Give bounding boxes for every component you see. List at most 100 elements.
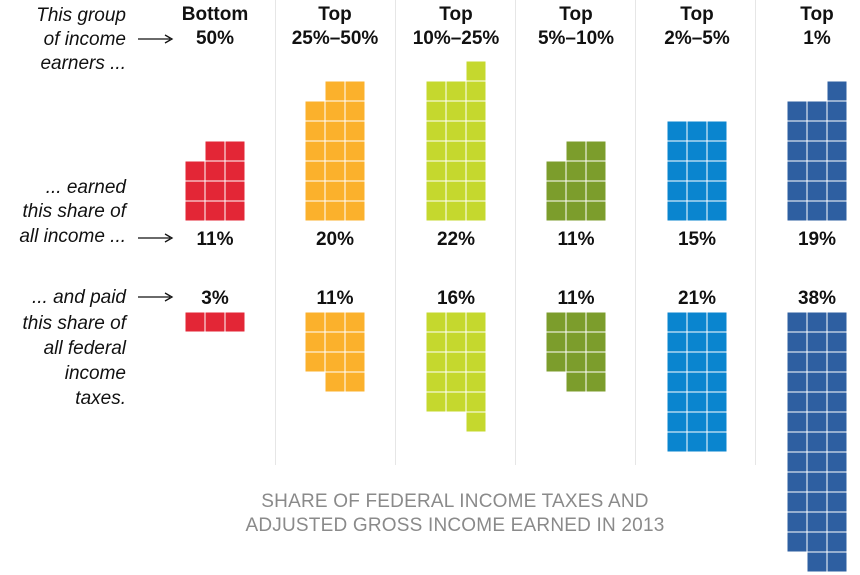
tax-square <box>566 352 586 372</box>
income-square <box>687 161 707 181</box>
income-square <box>426 121 446 141</box>
tax-square <box>667 352 687 372</box>
tax-square <box>225 312 245 332</box>
income-square <box>446 81 466 101</box>
tax-square <box>707 392 727 412</box>
income-square <box>807 101 827 121</box>
tax-square <box>807 452 827 472</box>
income-square <box>466 141 486 161</box>
tax-share-label: 21% <box>678 288 716 309</box>
tax-square <box>807 392 827 412</box>
row-label-group: This group of income earners ... <box>36 5 126 74</box>
row-label-group-line: of income <box>44 29 126 50</box>
income-square <box>827 81 847 101</box>
income-square <box>345 141 365 161</box>
tax-square <box>827 512 847 532</box>
tax-square <box>325 352 345 372</box>
row-label-taxes-line: this share of <box>23 313 128 334</box>
income-square <box>426 181 446 201</box>
tax-square <box>787 432 807 452</box>
income-square <box>345 201 365 221</box>
income-square <box>827 181 847 201</box>
tax-square <box>466 372 486 392</box>
column-header: 2%–5% <box>664 28 730 49</box>
tax-square <box>707 412 727 432</box>
income-square <box>466 61 486 81</box>
tax-square <box>466 412 486 432</box>
income-square <box>345 181 365 201</box>
income-square <box>546 201 566 221</box>
income-square <box>185 181 205 201</box>
income-square <box>325 141 345 161</box>
row-label-income-line: all income ... <box>19 226 126 247</box>
income-square <box>305 101 325 121</box>
income-square <box>586 161 606 181</box>
tax-square <box>707 352 727 372</box>
tax-square <box>566 372 586 392</box>
tax-square <box>787 472 807 492</box>
income-square <box>566 181 586 201</box>
income-square <box>305 121 325 141</box>
row-label-taxes-line: taxes. <box>75 388 126 409</box>
tax-square <box>426 332 446 352</box>
tax-square <box>566 312 586 332</box>
income-square <box>586 141 606 161</box>
tax-square <box>446 312 466 332</box>
row-label-income: ... earned this share of all income ... <box>19 177 127 247</box>
income-square <box>345 81 365 101</box>
tax-square <box>667 372 687 392</box>
income-square <box>305 141 325 161</box>
tax-square <box>466 312 486 332</box>
income-square <box>707 161 727 181</box>
income-square <box>205 201 225 221</box>
row-label-group-line: This group <box>36 5 126 26</box>
tax-square <box>807 312 827 332</box>
income-square <box>787 101 807 121</box>
tax-square <box>787 492 807 512</box>
income-square <box>426 161 446 181</box>
tax-square <box>807 352 827 372</box>
tax-square <box>807 372 827 392</box>
footnote: SHARE OF FEDERAL INCOME TAXES AND ADJUST… <box>246 491 665 536</box>
income-share-label: 20% <box>316 229 354 250</box>
income-square <box>707 201 727 221</box>
tax-square <box>687 352 707 372</box>
tax-square <box>446 352 466 372</box>
tax-square <box>305 352 325 372</box>
income-share-label: 15% <box>678 229 716 250</box>
column-header: Bottom <box>182 4 248 25</box>
income-square <box>325 181 345 201</box>
tax-square <box>827 312 847 332</box>
tax-square <box>426 352 446 372</box>
income-square <box>426 81 446 101</box>
income-square <box>325 101 345 121</box>
arrow-income-icon <box>138 233 174 243</box>
income-square <box>566 141 586 161</box>
tax-square <box>807 412 827 432</box>
income-square <box>205 161 225 181</box>
income-share-label: 19% <box>798 229 836 250</box>
income-square <box>325 81 345 101</box>
tax-square <box>707 312 727 332</box>
income-square <box>687 141 707 161</box>
tax-square <box>707 372 727 392</box>
tax-square <box>707 432 727 452</box>
tax-square <box>586 312 606 332</box>
income-square <box>345 101 365 121</box>
income-square <box>446 161 466 181</box>
tax-square <box>787 372 807 392</box>
tax-square <box>205 312 225 332</box>
arrow-taxes-icon <box>138 292 174 302</box>
tax-square <box>667 312 687 332</box>
income-square <box>466 181 486 201</box>
income-square <box>185 201 205 221</box>
tax-square <box>707 332 727 352</box>
tax-square <box>546 332 566 352</box>
tax-square <box>305 312 325 332</box>
income-share-label: 22% <box>437 229 475 250</box>
tax-square <box>787 312 807 332</box>
income-square <box>205 181 225 201</box>
income-square <box>667 201 687 221</box>
income-square <box>225 181 245 201</box>
income-square <box>787 141 807 161</box>
